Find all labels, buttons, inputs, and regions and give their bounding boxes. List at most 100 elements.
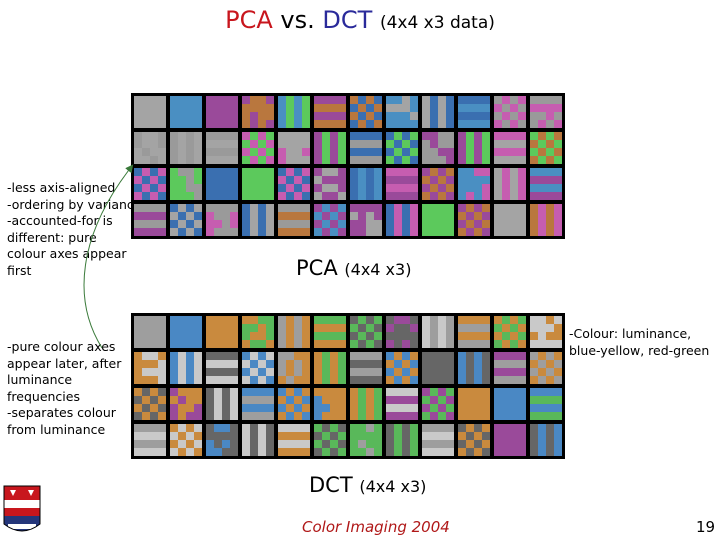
basis-tile: [422, 316, 454, 348]
basis-tile: [242, 132, 274, 164]
pca-label: PCA (4x4 x3): [296, 256, 411, 280]
basis-tile: [386, 424, 418, 456]
basis-tile: [314, 168, 346, 200]
basis-tile: [386, 96, 418, 128]
note-pca-characteristics: -less axis-aligned -ordering by variance…: [7, 180, 142, 278]
basis-tile: [386, 204, 418, 236]
basis-tile: [278, 132, 310, 164]
basis-tile: [458, 204, 490, 236]
basis-tile: [494, 388, 526, 420]
basis-tile: [206, 316, 238, 348]
basis-tile: [134, 204, 166, 236]
basis-tile: [530, 204, 562, 236]
basis-tile: [530, 352, 562, 384]
basis-tile: [206, 168, 238, 200]
basis-tile: [350, 388, 382, 420]
basis-tile: [206, 96, 238, 128]
basis-tile: [350, 204, 382, 236]
basis-tile: [170, 168, 202, 200]
dct-label: DCT (4x4 x3): [309, 473, 426, 497]
basis-tile: [242, 316, 274, 348]
dct-label-detail: (4x4 x3): [359, 477, 427, 496]
basis-tile: [206, 424, 238, 456]
basis-tile: [494, 424, 526, 456]
basis-tile: [530, 388, 562, 420]
dct-label-main: DCT: [309, 473, 353, 497]
basis-tile: [386, 316, 418, 348]
basis-tile: [134, 352, 166, 384]
basis-tile: [134, 424, 166, 456]
basis-tile: [170, 132, 202, 164]
basis-tile: [206, 352, 238, 384]
footer-course-title: Color Imaging 2004: [302, 518, 450, 536]
basis-tile: [242, 388, 274, 420]
basis-tile: [458, 96, 490, 128]
basis-tile: [206, 204, 238, 236]
title-detail: (4x4 x3 data): [379, 13, 495, 33]
basis-tile: [494, 168, 526, 200]
note-colour-axes: -Colour: luminance, blue-yellow, red-gre…: [569, 326, 710, 358]
basis-tile: [530, 96, 562, 128]
basis-tile: [242, 424, 274, 456]
basis-tile: [530, 316, 562, 348]
basis-tile: [386, 388, 418, 420]
pca-label-main: PCA: [296, 256, 338, 280]
basis-tile: [386, 132, 418, 164]
basis-tile: [422, 132, 454, 164]
page-number: 19: [696, 518, 716, 536]
basis-tile: [422, 424, 454, 456]
basis-tile: [206, 132, 238, 164]
basis-tile: [134, 96, 166, 128]
basis-tile: [170, 204, 202, 236]
basis-tile: [422, 168, 454, 200]
basis-tile: [350, 352, 382, 384]
basis-tile: [134, 316, 166, 348]
title-vs: vs.: [280, 6, 315, 34]
basis-tile: [278, 316, 310, 348]
basis-tile: [314, 424, 346, 456]
basis-tile: [422, 352, 454, 384]
basis-tile: [458, 132, 490, 164]
basis-tile: [314, 96, 346, 128]
basis-tile: [134, 168, 166, 200]
basis-tile: [494, 352, 526, 384]
basis-tile: [170, 352, 202, 384]
basis-tile: [530, 424, 562, 456]
basis-tile: [134, 132, 166, 164]
basis-tile: [458, 388, 490, 420]
university-crest-icon: [3, 485, 41, 532]
basis-tile: [242, 204, 274, 236]
basis-tile: [134, 388, 166, 420]
title-pca: PCA: [225, 6, 273, 34]
basis-tile: [494, 204, 526, 236]
basis-tile: [314, 132, 346, 164]
basis-tile: [422, 204, 454, 236]
basis-tile: [314, 388, 346, 420]
basis-tile: [242, 168, 274, 200]
basis-tile: [350, 96, 382, 128]
basis-tile: [278, 424, 310, 456]
basis-tile: [494, 96, 526, 128]
basis-tile: [350, 316, 382, 348]
basis-tile: [170, 388, 202, 420]
slide-title: PCA vs. DCT (4x4 x3 data): [0, 6, 720, 34]
basis-tile: [314, 204, 346, 236]
pca-basis-grid: [131, 93, 565, 239]
basis-tile: [386, 352, 418, 384]
dct-basis-grid: [131, 313, 565, 459]
note-dct-characteristics: -pure colour axes appear later, after lu…: [7, 339, 122, 437]
basis-tile: [422, 96, 454, 128]
basis-tile: [458, 316, 490, 348]
basis-tile: [278, 204, 310, 236]
title-dct: DCT: [322, 6, 373, 34]
basis-tile: [422, 388, 454, 420]
basis-tile: [170, 424, 202, 456]
basis-tile: [350, 168, 382, 200]
basis-tile: [458, 168, 490, 200]
basis-tile: [458, 424, 490, 456]
basis-tile: [278, 352, 310, 384]
basis-tile: [278, 168, 310, 200]
basis-tile: [530, 168, 562, 200]
basis-tile: [494, 132, 526, 164]
